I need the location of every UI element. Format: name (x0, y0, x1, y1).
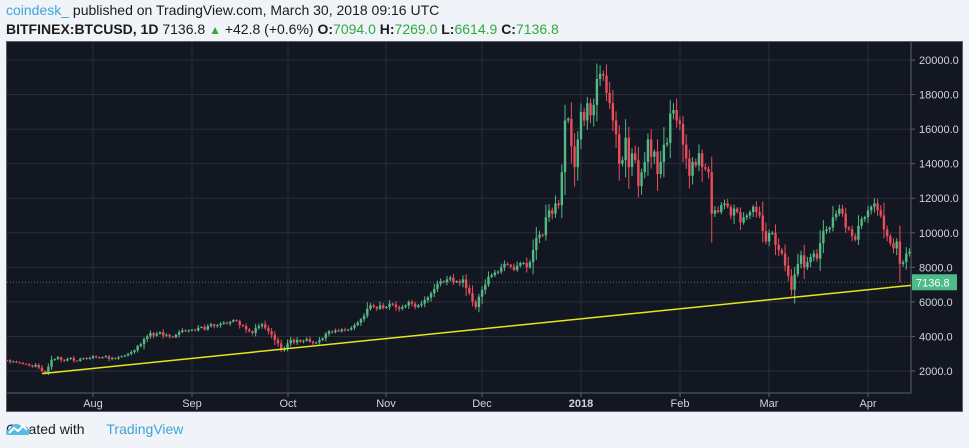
symbol-name: BITFINEX:BTCUSD, 1D (6, 21, 159, 37)
y-axis-label: 20000.0 (919, 55, 959, 67)
current-price-tag (912, 274, 957, 291)
low-label: L: (441, 21, 455, 37)
high-label: H: (379, 21, 395, 37)
last-price: 7136.8 (162, 21, 206, 37)
up-arrow-icon: ▲ (209, 23, 221, 37)
x-axis-label: Sep (182, 398, 202, 410)
candles (7, 63, 911, 376)
x-axis-label: Nov (376, 398, 396, 410)
y-axis-label: 4000.0 (919, 331, 953, 343)
candlestick-chart[interactable]: Aug Sep Oct Nov Dec 2018 Feb Mar Apr 20000.0 18000… (7, 42, 962, 411)
x-axis-label: Feb (671, 398, 690, 410)
chart-panel[interactable]: Aug Sep Oct Nov Dec 2018 Feb Mar Apr 20000.0 18000… (6, 41, 963, 412)
close-label: C: (501, 21, 516, 37)
y-axis-label: 12000.0 (919, 193, 959, 205)
x-axis-label: 2018 (569, 398, 593, 410)
support-trendline[interactable] (41, 284, 912, 375)
x-axis-label: Dec (472, 398, 492, 410)
tradingview-link[interactable]: TradingView (106, 421, 184, 437)
author-link[interactable]: coindesk_ (6, 2, 70, 18)
publisher-line: coindesk_ published on TradingView.com, … (6, 2, 439, 18)
y-axis-label: 10000.0 (919, 228, 959, 240)
published-text: published on TradingView.com, March 30, … (69, 2, 440, 18)
low-value: 6614.9 (454, 21, 498, 37)
x-axis-label: Apr (859, 398, 876, 410)
y-axis-label: 18000.0 (919, 90, 959, 102)
current-price-tag-text: 7136.8 (916, 277, 950, 289)
high-value: 7269.0 (394, 21, 438, 37)
price-change: +42.8 (+0.6%) (224, 21, 314, 37)
x-axis-label: Mar (760, 398, 779, 410)
open-value: 7094.0 (333, 21, 376, 37)
y-axis-label: 8000.0 (919, 262, 953, 274)
close-value: 7136.8 (515, 21, 559, 37)
y-axis-label: 14000.0 (919, 159, 959, 171)
open-label: O: (317, 21, 334, 37)
footer: Created with TradingView (6, 421, 183, 437)
y-axis-label: 2000.0 (919, 366, 953, 378)
symbol-line: BITFINEX:BTCUSD, 1D 7136.8 ▲ +42.8 (+0.6… (6, 21, 559, 37)
y-axis-label: 16000.0 (919, 124, 959, 136)
x-axis-label: Oct (279, 398, 296, 410)
y-axis-label: 6000.0 (919, 297, 953, 309)
x-axis-label: Aug (83, 398, 103, 410)
